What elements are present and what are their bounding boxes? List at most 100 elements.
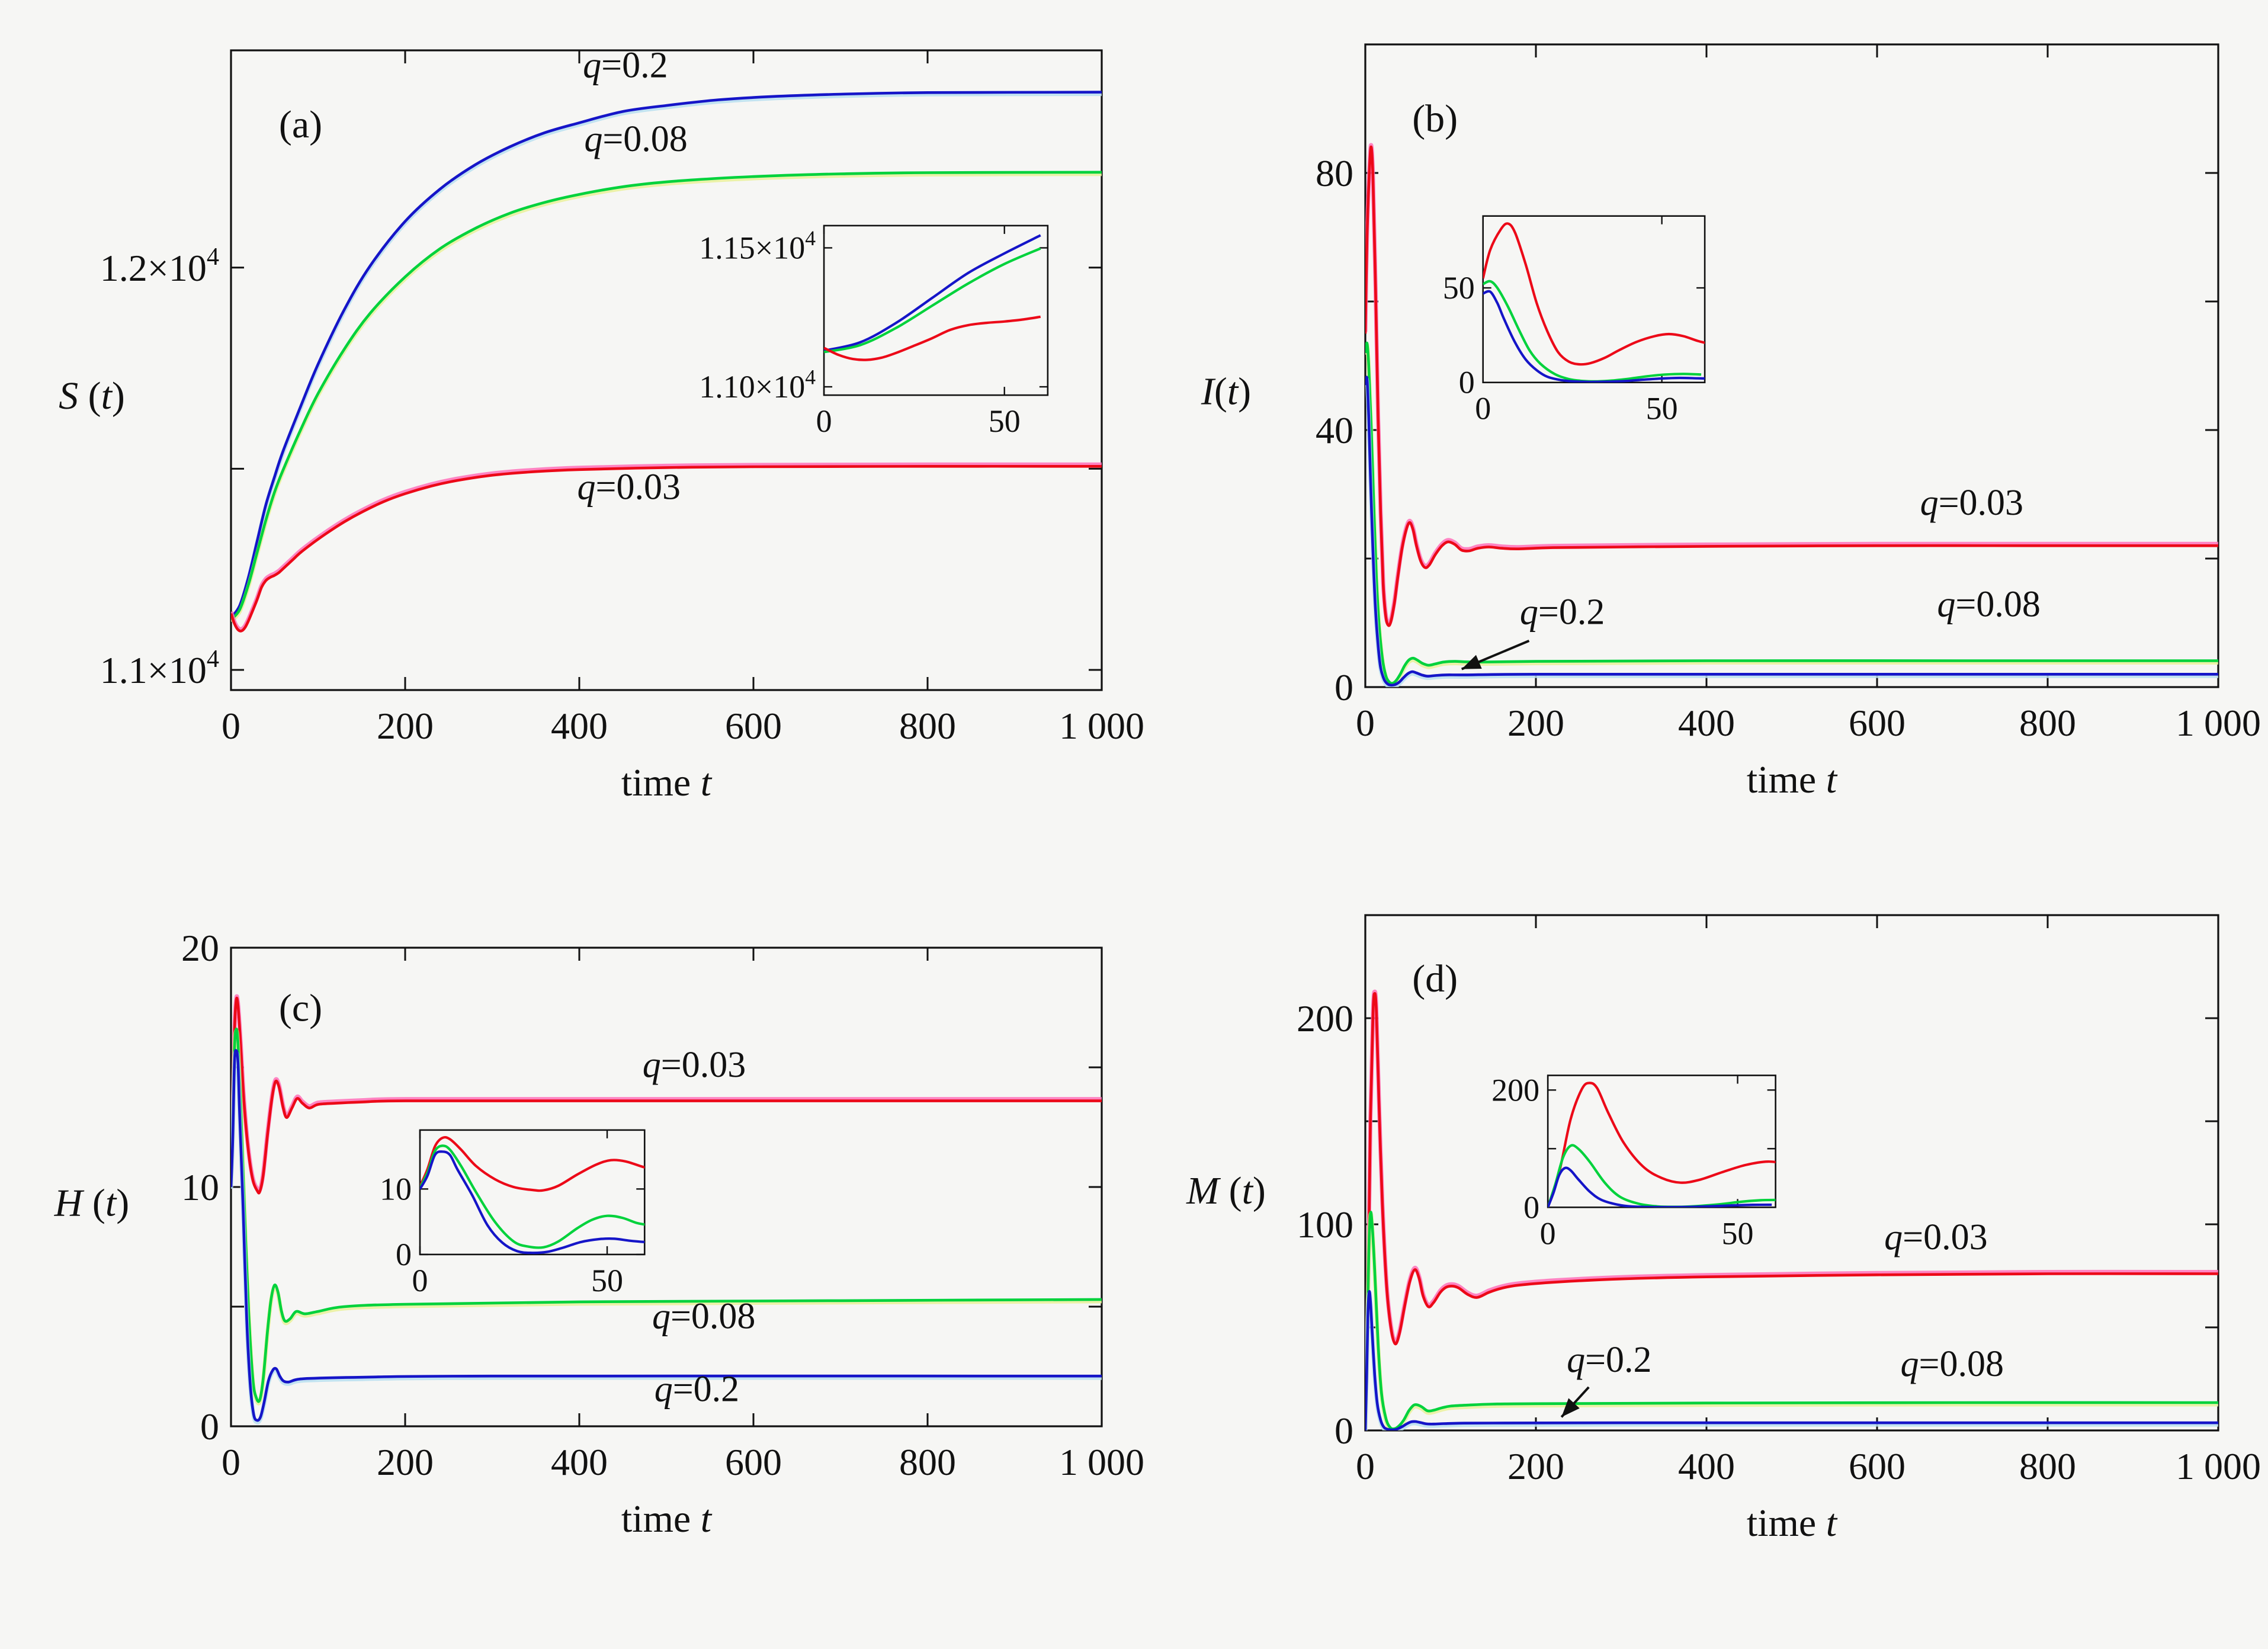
inset-series-q0.03-curve <box>1548 1082 1776 1208</box>
inset-series-q0.08-curve <box>1483 280 1702 383</box>
y-tick-label-base: 1.1×10 <box>100 649 207 691</box>
series-q0.08-halo <box>1365 342 2218 687</box>
inset-y-tick-label: 1.10×104 <box>699 365 816 405</box>
y-axis-title-part: ) <box>112 374 125 418</box>
y-tick-label-sup: 4 <box>207 243 219 271</box>
annotation-q-label-part: =0.2 <box>1538 592 1605 633</box>
annotation-q-label-part: q <box>583 46 601 86</box>
y-axis-title: M (t) <box>1186 1169 1266 1212</box>
x-tick-label: 0 <box>222 1441 240 1483</box>
y-axis-title-part: ( <box>1219 1169 1242 1212</box>
inset-series-q0.2-curve <box>1548 1166 1772 1208</box>
series-q0.03-curve <box>1365 145 2218 627</box>
series-q0.03-halo <box>231 994 1102 1194</box>
y-axis-title-part: ) <box>1253 1169 1266 1212</box>
inset-series-q0.03-curve <box>824 315 1041 361</box>
inset-x-tick-label: 50 <box>591 1263 623 1298</box>
y-axis-title: I(t) <box>1201 370 1251 413</box>
annotation-q-label-part: q <box>1900 1344 1919 1384</box>
annotation-q-label: q=0.08 <box>1900 1344 2003 1384</box>
y-tick-label: 100 <box>1297 1204 1353 1246</box>
annotation-q-label-part: =0.08 <box>1919 1344 2003 1384</box>
inset-y-tick-label: 0 <box>1459 365 1475 400</box>
inset-series-q0.08-curve <box>419 1144 645 1249</box>
y-tick-label: 80 <box>1316 152 1353 194</box>
annotation-q-label: q=0.03 <box>643 1045 746 1085</box>
annotation-q-label-part: q <box>1920 483 1939 523</box>
series-q0.03-curve <box>1365 992 2218 1430</box>
inset-x-tick-label: 50 <box>989 403 1021 439</box>
x-axis-title-part: time <box>621 761 701 804</box>
inset-x-tick-label: 0 <box>1475 391 1491 426</box>
inset-y-tick-label: 0 <box>1523 1189 1539 1225</box>
annotation-q-label: q=0.08 <box>1937 585 2040 625</box>
inset-y-tick-label: 1.15×104 <box>699 226 816 266</box>
panel-letter: (a) <box>279 103 322 146</box>
x-axis-title-part: time <box>1747 1502 1826 1545</box>
annotation-q-label-part: q <box>578 467 596 507</box>
x-axis-title-part: t <box>701 1497 713 1541</box>
y-tick-label: 0 <box>1335 1410 1353 1452</box>
annotation-q-label: q=0.2 <box>655 1369 739 1410</box>
x-tick-label: 600 <box>1849 1445 1905 1487</box>
annotation-q-label: q=0.2 <box>583 46 668 86</box>
inset-series-q0.08-curve <box>824 247 1041 354</box>
y-tick-label-base: 1.2×10 <box>100 247 207 289</box>
y-axis-title-part: I <box>1201 370 1216 413</box>
series-q0.2-curve <box>231 1049 1102 1422</box>
inset-y-tick-label: 0 <box>396 1237 412 1272</box>
x-tick-label: 1 000 <box>2176 1445 2261 1487</box>
x-axis-title: time t <box>621 761 713 804</box>
inset-y-tick-label-base: 1.15×10 <box>699 230 805 265</box>
annotation-q-label-part: q <box>584 119 602 159</box>
annotation-q-label-part: q <box>655 1369 673 1410</box>
x-tick-label: 200 <box>1507 1445 1564 1487</box>
x-axis-title-part: t <box>701 761 713 804</box>
y-axis-title-part: M <box>1186 1169 1221 1212</box>
annotation-q-label-part: =0.08 <box>671 1296 755 1336</box>
annotation-q-label: q=0.03 <box>1884 1217 1987 1257</box>
y-axis-title-part: ( <box>78 374 101 418</box>
y-tick-label: 0 <box>1335 666 1353 708</box>
y-axis-title-part: t <box>1242 1169 1254 1212</box>
y-tick-label: 20 <box>181 927 219 969</box>
series-q0.08-curve <box>1365 1211 2218 1430</box>
y-axis-title-part: ) <box>1238 370 1251 413</box>
x-axis-title-part: t <box>1826 1502 1838 1545</box>
y-tick-label: 200 <box>1297 997 1353 1040</box>
x-tick-label: 200 <box>377 705 434 747</box>
inset-x-tick-label: 50 <box>1722 1215 1754 1251</box>
inset-y-tick-label: 200 <box>1491 1072 1539 1108</box>
inset-series-q0.08-curve <box>1548 1144 1776 1208</box>
x-tick-label: 0 <box>222 705 240 747</box>
x-tick-label: 1 000 <box>1059 1441 1144 1483</box>
annotation-q-label-part: =0.03 <box>661 1045 746 1085</box>
annotation-q-label-part: q <box>1520 592 1538 633</box>
annotation-arrow-head-icon <box>1561 1398 1580 1417</box>
series-q0.03-halo <box>1365 989 2218 1429</box>
inset-x-tick-label: 50 <box>1646 391 1678 426</box>
inset-y-tick-label-base: 1.10×10 <box>699 369 805 405</box>
x-tick-label: 200 <box>1507 702 1564 744</box>
inset-series-q0.2-curve <box>824 234 1041 352</box>
x-tick-label: 800 <box>2019 1445 2076 1487</box>
series-q0.03-halo <box>1365 143 2218 626</box>
plot-box <box>230 947 1103 1427</box>
annotation-q-label-part: =0.08 <box>1955 585 2040 625</box>
y-axis-title-part: ) <box>116 1181 129 1224</box>
series-q0.08-halo <box>231 1028 1102 1406</box>
annotation-q-label: q=0.08 <box>652 1296 755 1336</box>
panel-letter: (c) <box>279 987 322 1030</box>
annotation-q-label: q=0.03 <box>578 467 681 507</box>
y-axis-title: S (t) <box>59 374 125 418</box>
y-tick-label: 0 <box>200 1406 219 1448</box>
series-q0.2-halo <box>1365 1291 2218 1430</box>
x-tick-label: 200 <box>377 1441 434 1483</box>
inset-y-tick-label-sup: 4 <box>805 226 816 250</box>
x-tick-label: 600 <box>725 705 782 747</box>
annotation-q-label-part: =0.08 <box>602 119 687 159</box>
panel-letter: (b) <box>1412 97 1458 140</box>
inset-box <box>1547 1074 1776 1208</box>
